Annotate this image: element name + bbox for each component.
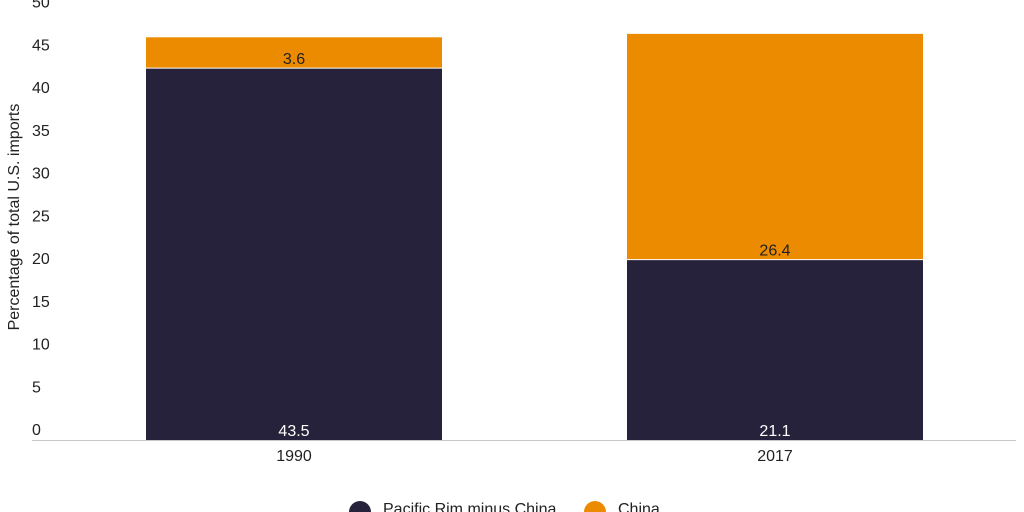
bar-china-1990 [146,37,442,69]
x-tick-label: 1990 [276,448,312,465]
y-tick-label: 25 [32,208,50,225]
bar-china-2017 [627,33,923,260]
bars: 43.5 3.6 21.1 26.4 [146,33,923,440]
data-label-china-1990: 3.6 [283,51,305,68]
y-axis-label: Percentage of total U.S. imports [6,104,23,331]
x-axis-ticks: 1990 2017 [276,448,793,465]
data-label-china-2017: 26.4 [759,243,790,260]
bar-pacific-rim-minus-china-1990 [146,68,442,440]
y-axis-ticks: 0 5 10 15 20 25 30 35 40 45 50 [32,0,50,439]
x-tick-label: 2017 [757,448,793,465]
legend: Pacific Rim minus China China [349,501,660,512]
y-tick-label: 45 [32,37,50,54]
y-tick-label: 15 [32,294,50,311]
y-tick-label: 35 [32,123,50,140]
bar-pacific-rim-minus-china-2017 [627,259,923,440]
legend-marker-pacific-rim-minus-china [349,501,371,512]
data-label-pacific-rim-minus-china-2017: 21.1 [759,423,790,440]
legend-label-china: China [618,501,660,512]
y-tick-label: 20 [32,251,50,268]
data-label-pacific-rim-minus-china-1990: 43.5 [278,423,309,440]
y-tick-label: 5 [32,379,41,396]
y-tick-label: 30 [32,166,50,183]
y-tick-label: 10 [32,337,50,354]
y-tick-label: 0 [32,422,41,439]
legend-label-pacific-rim-minus-china: Pacific Rim minus China [383,501,556,512]
y-tick-label: 40 [32,80,50,97]
legend-marker-china [584,501,606,512]
y-tick-label: 50 [32,0,50,12]
